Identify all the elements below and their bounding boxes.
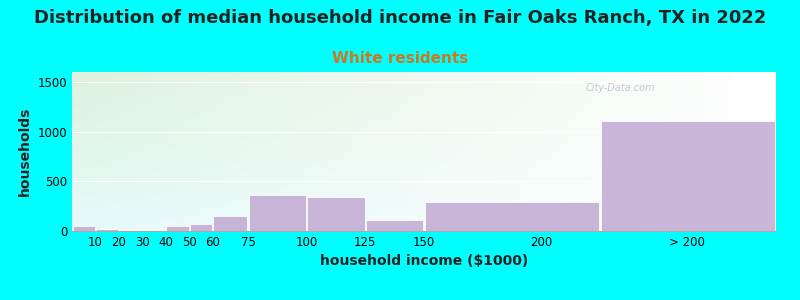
X-axis label: household income ($1000): household income ($1000) — [320, 254, 528, 268]
Y-axis label: households: households — [18, 107, 32, 196]
Bar — [425, 202, 599, 231]
Bar — [214, 216, 247, 231]
Bar — [249, 195, 306, 231]
Bar — [601, 121, 775, 231]
Bar — [166, 226, 189, 231]
Text: Distribution of median household income in Fair Oaks Ranch, TX in 2022: Distribution of median household income … — [34, 9, 766, 27]
Bar — [119, 230, 142, 231]
Bar — [307, 197, 365, 231]
Bar — [143, 230, 166, 231]
Text: White residents: White residents — [332, 51, 468, 66]
Bar — [190, 224, 212, 231]
Bar — [96, 229, 118, 231]
Bar — [73, 226, 95, 231]
Bar — [366, 220, 423, 231]
Text: City-Data.com: City-Data.com — [586, 83, 655, 93]
